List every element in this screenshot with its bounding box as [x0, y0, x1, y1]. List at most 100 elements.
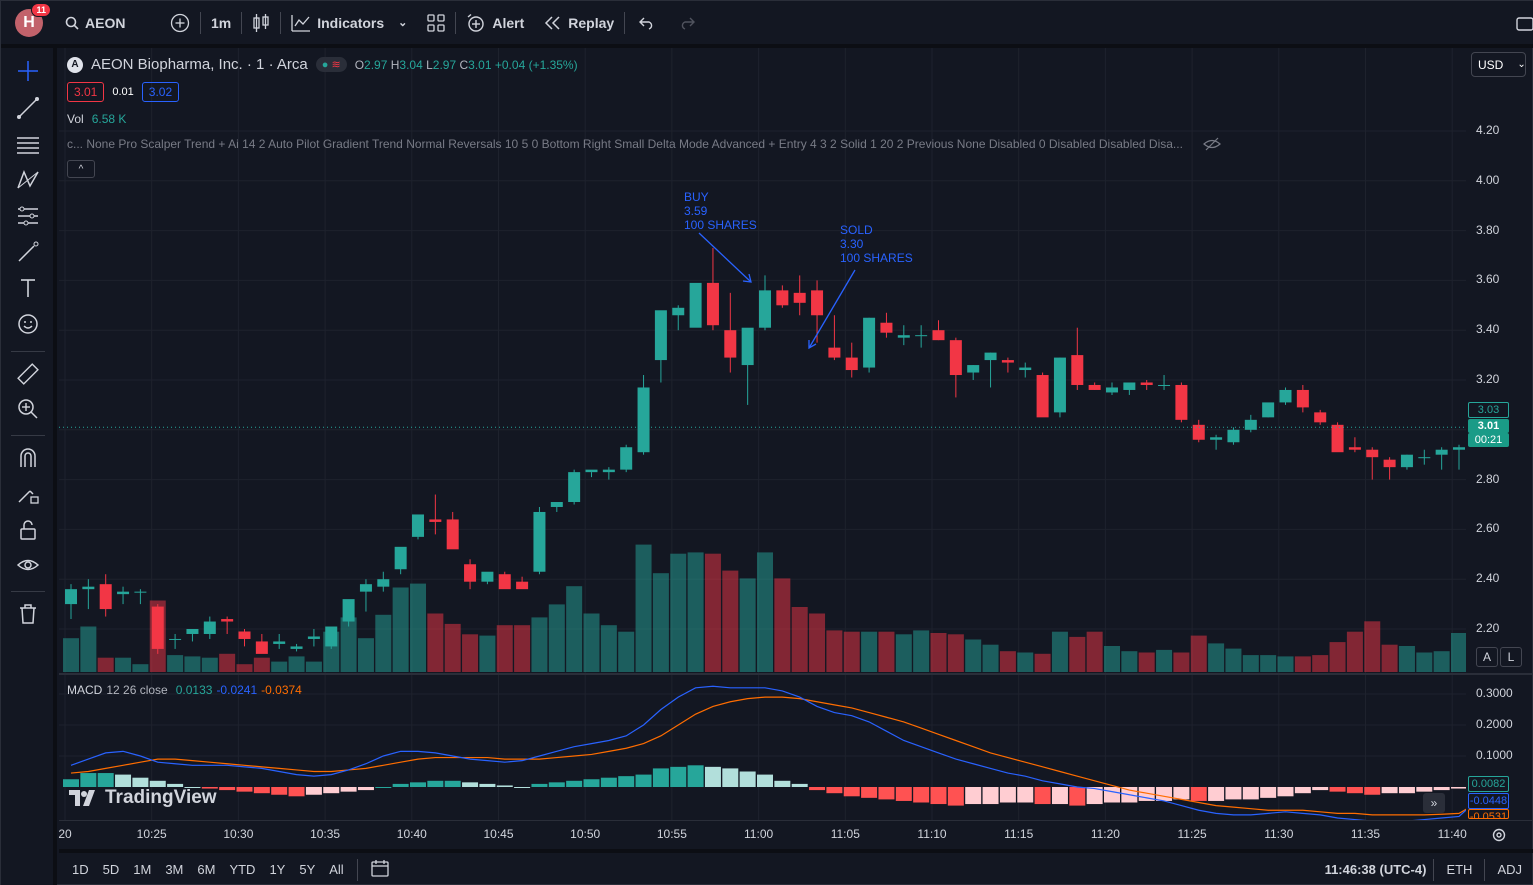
- stay-in-drawing-mode[interactable]: [13, 479, 43, 509]
- undo-button[interactable]: [625, 0, 669, 46]
- sold-annotation[interactable]: SOLD 3.30 100 SHARES: [840, 223, 913, 265]
- user-avatar[interactable]: H 11: [15, 2, 51, 37]
- layouts-button[interactable]: [417, 0, 455, 46]
- trend-line-tool[interactable]: [13, 93, 43, 123]
- remove-drawings[interactable]: [13, 599, 43, 629]
- macd-hist-tag: 0.0082: [1468, 776, 1509, 792]
- eye-hidden-icon[interactable]: [1203, 137, 1221, 151]
- interval-button[interactable]: 1m: [211, 14, 232, 31]
- symbol-search[interactable]: AEON: [55, 0, 160, 46]
- adjust-button[interactable]: ADJ: [1497, 862, 1522, 877]
- volume-bar: [791, 607, 808, 672]
- range-5d[interactable]: 5D: [102, 862, 120, 877]
- volume-label[interactable]: Vol: [67, 112, 84, 126]
- crosshair-tool[interactable]: [13, 56, 43, 86]
- pattern-tool[interactable]: [13, 165, 43, 195]
- volume-bar: [1346, 631, 1363, 672]
- macd-hist-bar: [496, 785, 513, 787]
- fib-tool[interactable]: [13, 201, 43, 231]
- time-axis[interactable]: 20 10:25 10:30 10:35 10:40 10:45 10:50 10:55 11:…: [58, 820, 1533, 847]
- magnet-tool[interactable]: [13, 443, 43, 473]
- measure-tool[interactable]: [13, 359, 43, 389]
- range-6m[interactable]: 6M: [197, 862, 216, 877]
- chevron-down-icon[interactable]: ⌄: [398, 17, 408, 29]
- indicator-legend[interactable]: c... None Pro Scalper Trend + Ai 14 2 Au…: [67, 137, 1221, 151]
- macd-hist-bar: [1433, 787, 1450, 791]
- bid-price-button[interactable]: 3.01: [67, 82, 105, 102]
- volume-bar: [1225, 648, 1242, 672]
- auto-scale-button[interactable]: A: [1476, 647, 1498, 667]
- volume-bar: [704, 553, 721, 672]
- candle-body: [151, 606, 164, 649]
- trend-line-icon: [17, 97, 39, 119]
- range-1y[interactable]: 1Y: [269, 862, 286, 877]
- candle-body: [1418, 457, 1431, 459]
- chart-type-button[interactable]: [242, 0, 280, 46]
- macd-hist-bar: [1416, 787, 1433, 792]
- scroll-to-realtime-button[interactable]: »: [1423, 793, 1445, 813]
- candle-body: [550, 502, 563, 507]
- macd-signal-value: -0.0374: [261, 683, 302, 697]
- zoom-tool[interactable]: [13, 394, 43, 424]
- log-scale-button[interactable]: L: [1500, 647, 1522, 667]
- volume-bar: [1017, 652, 1034, 672]
- settings-gear-icon[interactable]: [1491, 827, 1507, 843]
- buy-line-1: BUY: [684, 190, 709, 204]
- fullscreen-button[interactable]: [1516, 15, 1533, 38]
- volume-bar: [1138, 652, 1155, 672]
- price-chart-svg[interactable]: [59, 48, 1466, 673]
- emoji-tool[interactable]: [13, 309, 43, 339]
- horizontal-lines-tool[interactable]: [13, 130, 43, 160]
- alert-button[interactable]: Alert: [456, 0, 534, 46]
- clock-timezone[interactable]: 11:46:38 (UTC-4): [1324, 862, 1427, 877]
- range-all[interactable]: All: [329, 862, 344, 877]
- candle-body: [1001, 360, 1014, 363]
- macd-hist-bar: [1208, 787, 1225, 801]
- macd-scale[interactable]: 0.3000 0.2000 0.1000 0.0082 -0.0448 -0.0531: [1466, 675, 1533, 820]
- macd-pane[interactable]: MACD 12 26 close 0.0133 -0.0241 -0.0374 …: [59, 675, 1466, 820]
- session-button[interactable]: ETH: [1446, 862, 1473, 877]
- range-1d[interactable]: 1D: [72, 862, 89, 877]
- range-5y[interactable]: 5Y: [299, 862, 316, 877]
- time-tick-label: 11:00: [744, 827, 774, 841]
- macd-hist-bar: [687, 765, 704, 787]
- price-scale[interactable]: 4.204.003.803.603.403.203.002.802.602.40…: [1466, 48, 1533, 673]
- compare-symbol-button[interactable]: [160, 0, 200, 46]
- collapse-legend-button[interactable]: ^: [67, 160, 95, 178]
- calendar-icon: [371, 860, 389, 877]
- volume-bar: [913, 630, 930, 672]
- candle-body: [169, 638, 182, 640]
- volume-bar: [635, 544, 652, 672]
- go-to-date-button[interactable]: [364, 859, 396, 880]
- ask-price-button[interactable]: 3.02: [141, 82, 180, 102]
- macd-legend[interactable]: MACD 12 26 close 0.0133 -0.0241 -0.0374: [67, 683, 302, 697]
- range-ytd[interactable]: YTD: [229, 862, 256, 877]
- candle-body: [1383, 459, 1396, 468]
- candle-body: [1279, 389, 1292, 403]
- indicators-button[interactable]: Indicators ⌄: [281, 0, 417, 46]
- lock-drawings[interactable]: [13, 515, 43, 545]
- volume-bar: [271, 661, 288, 672]
- market-status-badge[interactable]: ● ≋: [315, 57, 347, 72]
- candle-body: [1175, 384, 1188, 420]
- text-tool[interactable]: [13, 273, 43, 303]
- macd-hist-bar: [600, 777, 617, 787]
- eye-icon: [16, 559, 40, 571]
- candle-body: [99, 584, 112, 610]
- macd-chart-svg[interactable]: [59, 675, 1466, 820]
- tradingview-watermark: TradingView: [69, 787, 217, 809]
- symbol-title[interactable]: AEON Biopharma, Inc. · 1 · Arca: [91, 56, 308, 73]
- hide-drawings[interactable]: [13, 550, 43, 580]
- range-1m[interactable]: 1M: [133, 862, 152, 877]
- time-tick-label: 10:45: [483, 827, 514, 841]
- replay-button[interactable]: Replay: [534, 0, 624, 46]
- range-3m[interactable]: 3M: [165, 862, 184, 877]
- price-chart-pane[interactable]: A AEON Biopharma, Inc. · 1 · Arca ● ≋ O2…: [59, 48, 1466, 673]
- buy-annotation[interactable]: BUY 3.59 100 SHARES: [684, 190, 757, 232]
- redo-button[interactable]: [669, 0, 705, 46]
- currency-button[interactable]: USD ⌄: [1471, 52, 1526, 77]
- pane-divider[interactable]: [59, 673, 1533, 675]
- volume-bar: [809, 613, 826, 672]
- brush-tool[interactable]: [13, 237, 43, 267]
